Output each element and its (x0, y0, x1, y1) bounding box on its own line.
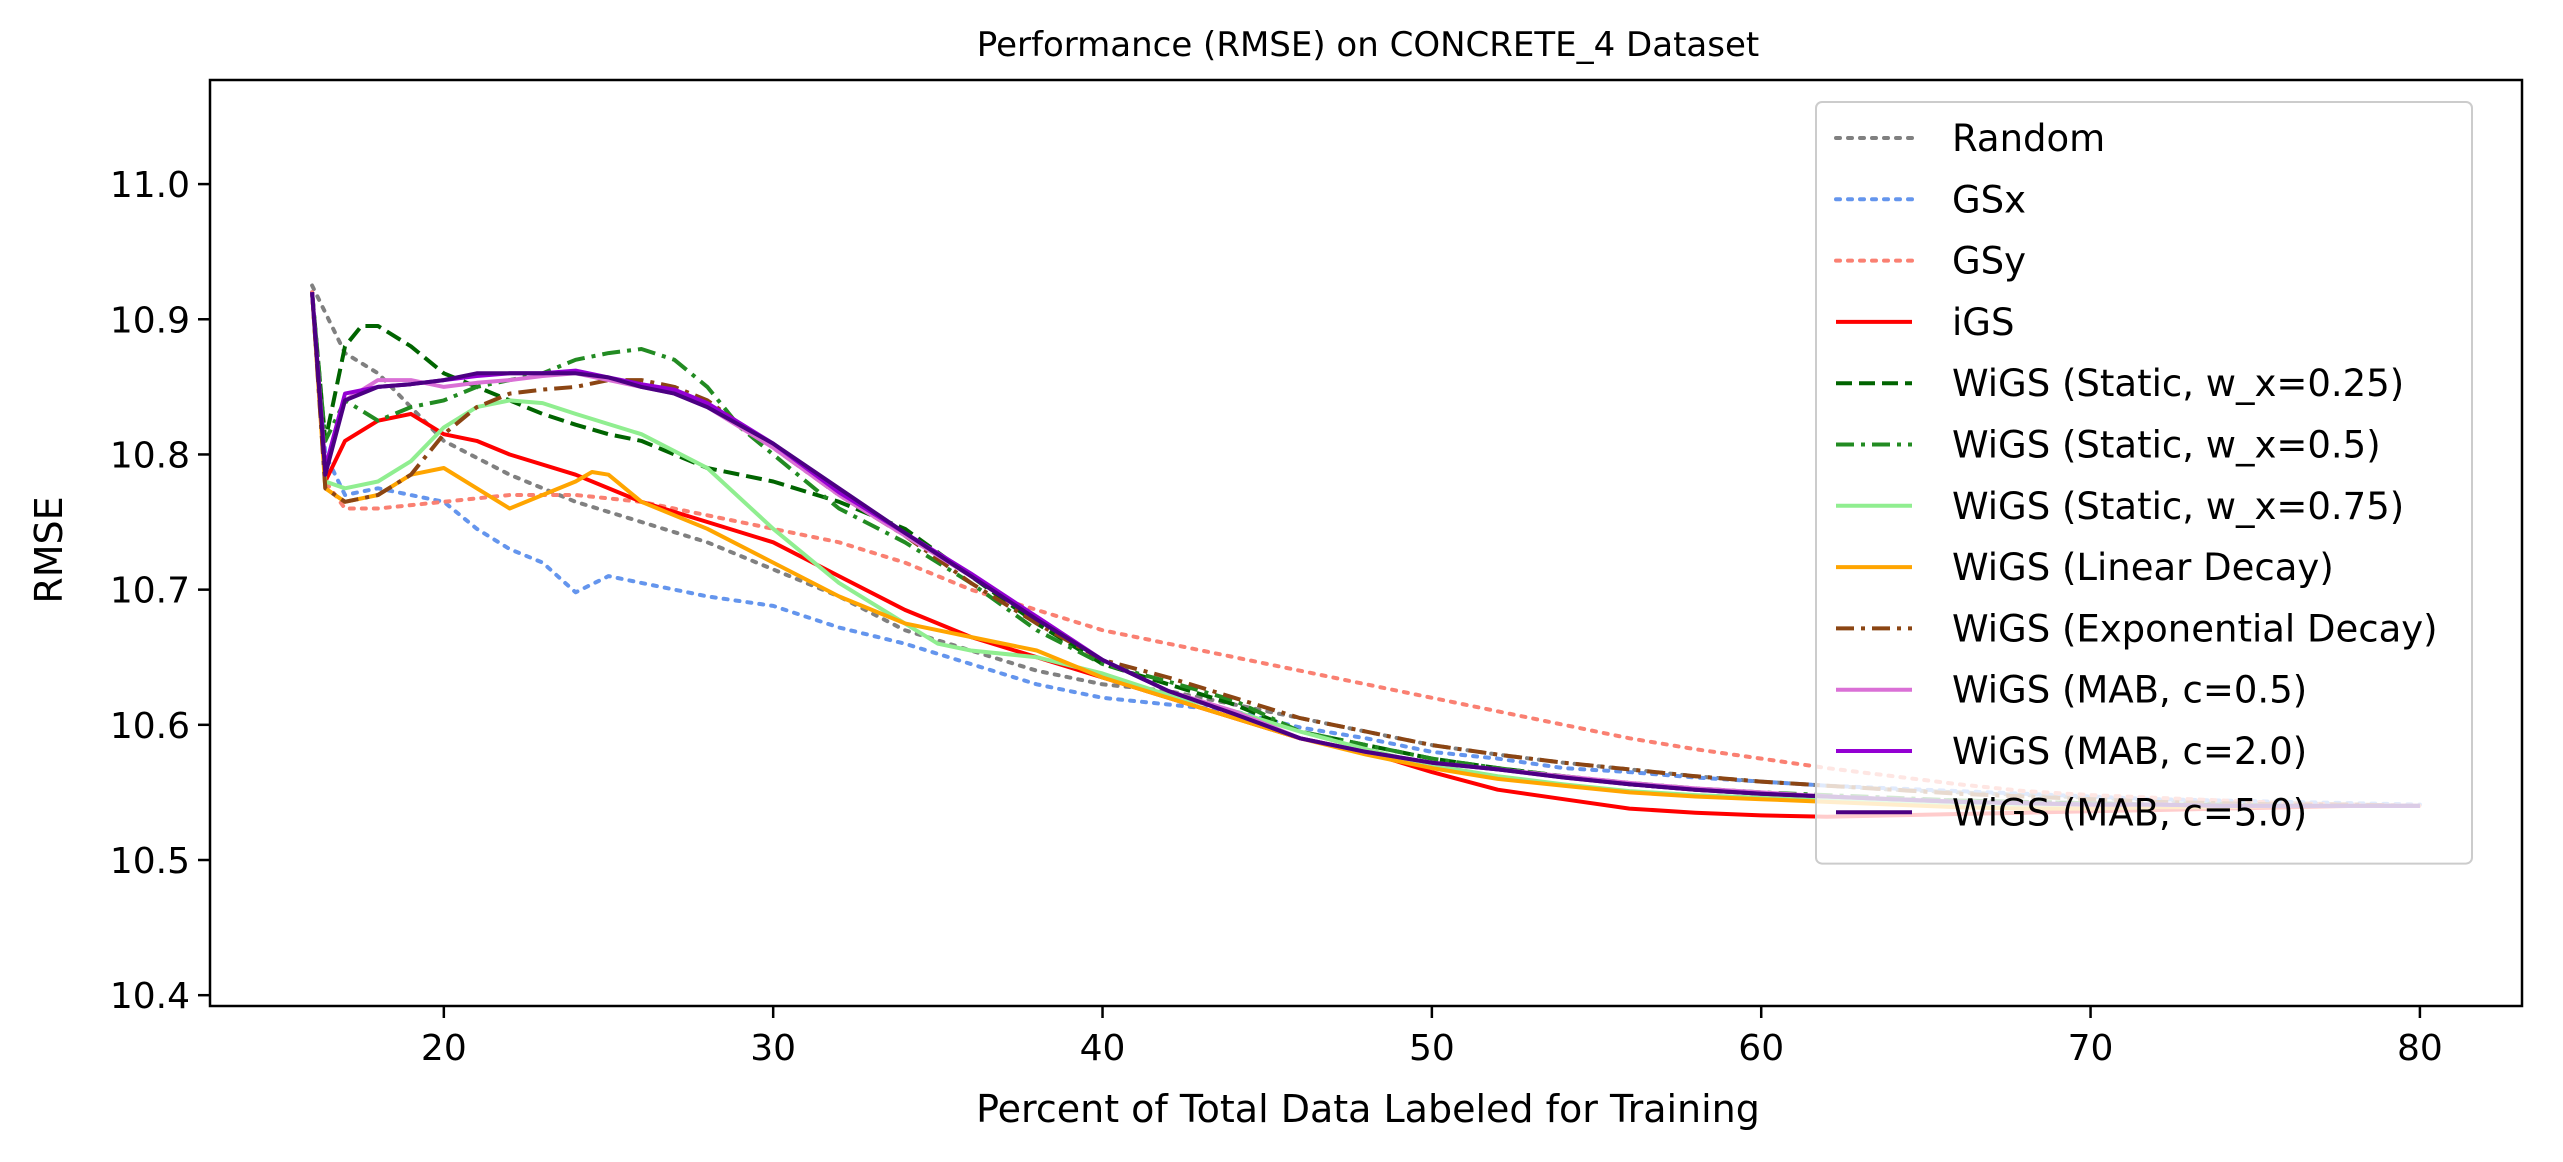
x-tick-label: 30 (750, 1028, 796, 1069)
x-tick-label: 80 (2397, 1028, 2443, 1069)
legend-box (1815, 101, 2473, 865)
legend-label-igs: iGS (1952, 301, 2014, 344)
y-tick-label: 10.6 (110, 706, 190, 747)
legend-label-wigs-linear-decay: WiGS (Linear Decay) (1952, 546, 2334, 589)
y-tick-label: 10.5 (110, 841, 190, 882)
x-tick-label: 50 (1409, 1028, 1455, 1069)
legend-label-gsy: GSy (1952, 240, 2026, 283)
series-line-wigs-exponential-decay (310, 292, 2420, 808)
legend-label-wigs-mab-c-2-0: WiGS (MAB, c=2.0) (1952, 730, 2307, 773)
x-tick-label: 20 (421, 1028, 467, 1069)
chart-title: Performance (RMSE) on CONCRETE_4 Dataset (977, 25, 1759, 65)
y-tick-label: 10.9 (110, 300, 190, 341)
legend-label-wigs-exponential-decay: WiGS (Exponential Decay) (1952, 607, 2438, 650)
x-tick-label: 60 (1738, 1028, 1784, 1069)
legend-label-gsx: GSx (1952, 178, 2026, 221)
x-tick-label: 70 (2068, 1028, 2114, 1069)
x-axis: 20 30 40 50 60 70 80 (421, 1006, 2443, 1069)
legend-label-wigs-static-w-x-0-25: WiGS (Static, w_x=0.25) (1952, 362, 2404, 405)
legend-label-random: Random (1952, 117, 2105, 160)
legend-label-wigs-mab-c-5-0: WiGS (MAB, c=5.0) (1952, 791, 2307, 834)
y-tick-label: 10.8 (110, 435, 190, 476)
y-tick-label: 10.7 (110, 571, 190, 612)
y-axis-label: RMSE (27, 496, 71, 603)
plot-frame (208, 78, 2524, 1008)
legend-label-wigs-static-w-x-0-5: WiGS (Static, w_x=0.5) (1952, 424, 2381, 467)
y-tick-label: 10.4 (110, 976, 190, 1017)
legend-label-wigs-mab-c-0-5: WiGS (MAB, c=0.5) (1952, 669, 2307, 712)
x-tick-label: 40 (1080, 1028, 1126, 1069)
y-axis: 10.4 10.5 10.6 10.7 10.8 10.9 11.0 (110, 165, 210, 1017)
x-axis-label: Percent of Total Data Labeled for Traini… (976, 1087, 1760, 1131)
legend-label-wigs-static-w-x-0-75: WiGS (Static, w_x=0.75) (1952, 485, 2404, 528)
legend: Random GSx GSy iGS WiGS (Static, w_x=0.25) Wi… (1815, 101, 2473, 865)
y-tick-label: 11.0 (110, 165, 190, 206)
